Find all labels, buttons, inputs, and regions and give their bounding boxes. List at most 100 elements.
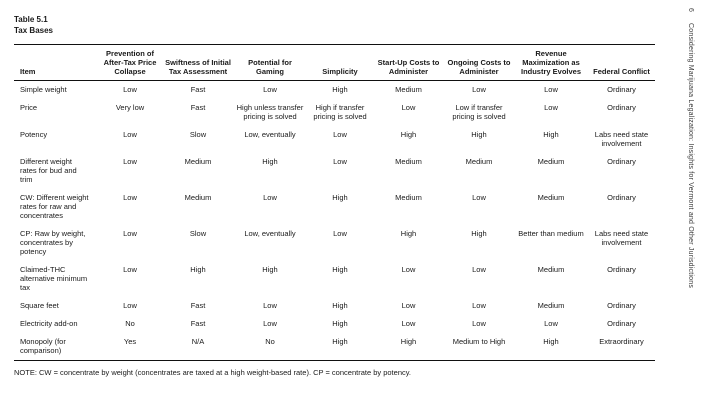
header-federal-conflict: Federal Conflict [588,44,655,81]
row-item-label: Price [20,103,38,112]
cell-value: Low, eventually [244,130,296,139]
table-row: Simple weight Low Fast Low High Medium L… [14,81,655,100]
table-note: NOTE: CW = concentrate by weight (concen… [14,368,412,377]
cell-value: Fast [190,103,206,112]
cell-value: High [514,333,588,361]
cell-value: Low [263,319,277,328]
table-row: Claimed-THC alternative minimum tax Low … [14,261,655,297]
cell-value: High [262,157,278,166]
cell-value: High if transfer pricing is solved [313,103,367,121]
page-margin: 6 Considering Marijuana Legalization: In… [683,8,697,408]
header-simplicity: Simplicity [307,44,373,81]
table-header-row: Item Prevention of After-Tax Price Colla… [14,44,655,81]
cell-value: Low [123,193,137,202]
table-row: Monopoly (for comparison) Yes N/A No Hig… [14,333,655,361]
cell-value: Low if transfer pricing is solved [452,103,506,121]
cell-value: High [307,333,373,361]
table-row: CW: Different weight rates for raw and c… [14,189,655,225]
header-startup-costs: Start-Up Costs to Administer [373,44,444,81]
row-item-label: Potency [20,130,48,139]
cell-value: Low [123,85,137,94]
cell-value: Fast [190,319,206,328]
cell-value: Low [472,193,486,202]
cell-value: High [332,301,348,310]
cell-value: High [332,265,348,274]
cell-value: Low [544,319,558,328]
row-item-label: Electricity add-on [20,319,78,328]
cell-value: Low [263,193,277,202]
cell-value: Medium [537,301,565,310]
cell-value: Medium [465,157,493,166]
row-item-label: Claimed-THC alternative minimum tax [20,265,88,292]
cell-value: Ordinary [607,193,636,202]
row-item-label: CP: Raw by weight, concentrates by poten… [20,229,86,256]
header-item: Item [14,44,97,81]
cell-value: Slow [189,130,207,139]
cell-value: Low [333,229,347,238]
header-prevention: Prevention of After-Tax Price Collapse [97,44,163,81]
table-row: CP: Raw by weight, concentrates by poten… [14,225,655,261]
cell-value: Ordinary [607,319,636,328]
table-row: Price Very low Fast High unless transfer… [14,99,655,126]
cell-value: High unless transfer pricing is solved [236,103,304,121]
cell-value: High [332,319,348,328]
cell-value: Low [401,301,416,310]
cell-value: Medium [537,157,565,166]
cell-value: High [471,130,487,139]
page-number: 6 [687,8,694,13]
header-swiftness: Swiftness of Initial Tax Assessment [163,44,233,81]
cell-value: Low [123,229,137,238]
cell-value: High [332,193,348,202]
cell-value: Low [123,301,137,310]
cell-value: Yes [97,333,163,361]
cell-value: High [471,229,487,238]
table-row: Different weight rates for bud and trim … [14,153,655,189]
cell-value: N/A [163,333,233,361]
table-row: Potency Low Slow Low, eventually Low Hig… [14,126,655,153]
cell-value: Slow [189,229,207,238]
row-item-label: CW: Different weight rates for raw and c… [20,193,89,220]
header-revenue-max: Revenue Maximization as Industry Evolves [514,44,588,81]
cell-value: High [373,333,444,361]
cell-value: High [190,265,206,274]
cell-value: Labs need state involvement [594,229,649,247]
cell-value: Medium [184,193,212,202]
row-item-label: Different weight rates for bud and trim [20,157,77,184]
cell-value: Low [333,157,347,166]
cell-value: High [543,130,559,139]
cell-value: Medium [537,265,565,274]
tax-bases-table: Item Prevention of After-Tax Price Colla… [14,44,655,361]
cell-value: Low [123,130,137,139]
cell-value: Fast [190,301,206,310]
cell-value: Low [401,265,416,274]
cell-value: Medium [537,193,565,202]
cell-value: Ordinary [607,157,636,166]
cell-value: Low [544,103,558,112]
table-caption: Tax Bases [14,26,53,35]
cell-value: No [233,333,307,361]
cell-value: Ordinary [607,301,636,310]
cell-value: Ordinary [607,103,636,112]
cell-value: Low [333,130,347,139]
cell-value: Medium [395,157,422,166]
row-item-label: Monopoly (for comparison) [14,333,97,361]
cell-value: Low [472,85,486,94]
cell-value: Ordinary [607,265,636,274]
cell-value: Low [263,301,277,310]
table-row: Square feet Low Fast Low High Low Low Me… [14,297,655,315]
table-block: Table 5.1 Tax Bases Item Prevention of A… [14,14,655,378]
cell-value: Low [544,85,558,94]
row-item-label: Square feet [20,301,59,310]
cell-value: Better than medium [518,229,584,238]
cell-value: Low, eventually [244,229,296,238]
row-item-label: Simple weight [20,85,67,94]
cell-value: Low [472,265,486,274]
cell-value: Medium to High [444,333,514,361]
cell-value: Very low [115,103,145,112]
cell-value: Low [123,157,137,166]
cell-value: Fast [190,85,206,94]
table-number: Table 5.1 [14,15,48,24]
cell-value: Low [401,103,416,112]
cell-value: High [400,229,417,238]
